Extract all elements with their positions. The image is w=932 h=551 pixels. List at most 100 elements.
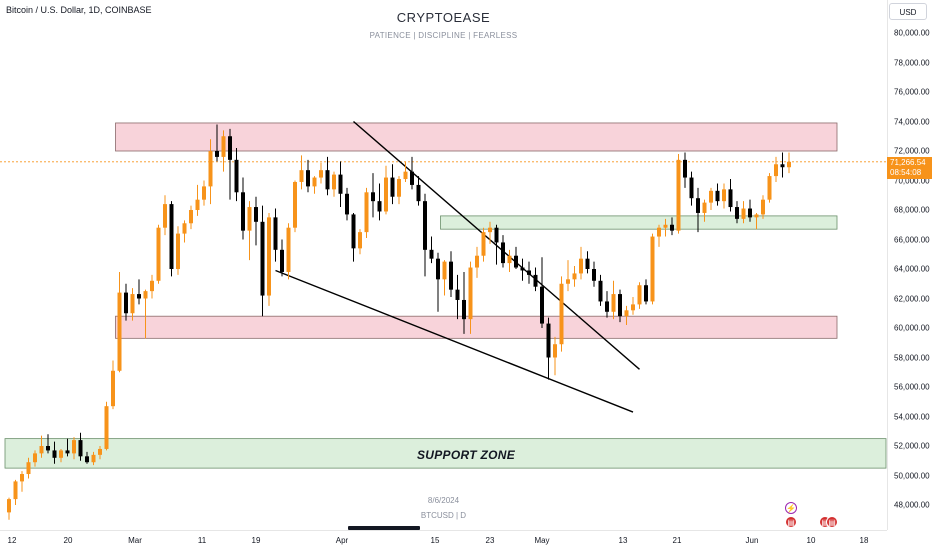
candle-body: [371, 192, 375, 202]
candle-body: [91, 454, 96, 463]
candle-body: [709, 190, 713, 203]
candle-body: [130, 294, 135, 314]
price-tick-label: 58,000.00: [894, 353, 930, 362]
candle-body: [72, 440, 76, 454]
candle-body: [429, 249, 434, 259]
us-flag-icon[interactable]: ▤: [785, 516, 797, 528]
price-tick-label: 54,000.00: [894, 412, 930, 421]
candle-body: [540, 286, 544, 324]
candle-body: [410, 171, 414, 185]
candle-body: [715, 190, 720, 202]
candle-body: [683, 159, 687, 178]
candle-body: [65, 450, 70, 454]
candlestick-plot[interactable]: [0, 0, 887, 530]
price-tick-label: 72,000.00: [894, 146, 930, 156]
candle-body: [501, 242, 505, 264]
candle-body: [553, 344, 557, 358]
candle-body: [312, 177, 317, 187]
candle-body: [117, 292, 122, 371]
candle-body: [579, 258, 583, 274]
time-tick-label: 19: [251, 536, 261, 545]
candle-body: [280, 249, 284, 272]
candle-body: [774, 164, 778, 177]
candle-body: [494, 227, 499, 243]
candle-body: [52, 450, 57, 458]
candle-body: [618, 294, 622, 317]
time-tick-label: 23: [485, 536, 495, 545]
candle-body: [20, 474, 24, 482]
candle-body: [267, 217, 271, 296]
candle-body: [761, 199, 765, 215]
currency-button[interactable]: USD: [889, 3, 927, 20]
candle-body: [228, 136, 232, 160]
candle-body: [637, 285, 642, 305]
price-axis[interactable]: 80,000.00 78,000.00 76,000.00 74,000.00 72,0…: [887, 0, 932, 530]
candle-body: [397, 179, 401, 197]
candle-body: [208, 151, 213, 187]
price-tick-label: 52,000.00: [894, 441, 930, 451]
candle-body: [644, 285, 648, 302]
brand-title: CRYPTOEASE: [396, 10, 491, 25]
candle-body: [572, 273, 577, 280]
candle-body: [546, 323, 551, 358]
time-tick-label: Jun: [745, 536, 759, 545]
mid-range-zone: [115, 315, 838, 339]
price-tick-label: 76,000.00: [894, 87, 930, 97]
candle-body: [377, 201, 382, 212]
candle-body: [481, 232, 486, 256]
candle-body: [559, 283, 564, 345]
candle-body: [247, 207, 252, 231]
candle-body: [442, 261, 447, 280]
candle-body: [332, 174, 336, 190]
price-tick-label: 62,000.00: [894, 294, 930, 303]
candle-body: [585, 258, 590, 269]
price-tick-label: 74,000.00: [894, 117, 930, 126]
candle-body: [286, 227, 291, 272]
time-tick-label: 21: [672, 536, 682, 545]
date-caption: 8/6/2024: [427, 496, 460, 505]
candle-body: [254, 207, 258, 222]
lightning-icon[interactable]: ⚡: [785, 502, 797, 514]
candle-body: [150, 280, 154, 292]
time-scroll-handle[interactable]: [348, 526, 420, 530]
price-tick-label: 68,000.00: [894, 205, 930, 215]
candle-body: [78, 440, 83, 457]
candle-body: [137, 294, 141, 299]
candle-body: [403, 171, 408, 180]
candle-body: [520, 267, 525, 271]
symbol-title[interactable]: Bitcoin / U.S. Dollar, 1D, COINBASE: [6, 5, 152, 15]
candle-body: [605, 301, 609, 312]
time-axis[interactable]: 12 20 Mar 11 19 Apr 15 23 May 13 21 Jun 10 18: [0, 530, 887, 551]
candle-body: [689, 177, 694, 199]
candle-body: [124, 292, 128, 314]
candle-body: [85, 456, 89, 463]
time-tick-label: Mar: [128, 536, 142, 545]
candle-body: [741, 208, 746, 219]
candle-body: [631, 304, 635, 311]
candle-body: [663, 224, 668, 228]
candle-body: [13, 481, 18, 500]
price-tick-label: 64,000.00: [894, 264, 930, 274]
price-tick-label: 48,000.00: [894, 500, 930, 510]
candle-body: [202, 186, 206, 200]
candle-body: [728, 189, 733, 208]
candle-body: [7, 499, 11, 513]
time-tick-label: 13: [618, 536, 628, 545]
brand-tagline: PATIENCE | DISCIPLINE | FEARLESS: [369, 31, 518, 40]
candle-body: [46, 446, 50, 451]
time-tick-label: May: [534, 536, 550, 545]
time-tick-label: Apr: [335, 536, 349, 545]
candle-body: [468, 267, 473, 320]
candle-body: [26, 462, 31, 475]
candle-body: [163, 204, 167, 228]
candle-body: [650, 236, 655, 302]
support-zone-label: SUPPORT ZONE: [416, 448, 516, 462]
us-flag-icon[interactable]: ▤: [826, 516, 838, 528]
candle-body: [221, 136, 226, 157]
candle-body: [195, 199, 200, 210]
time-tick-label: 10: [806, 536, 816, 545]
candle-body: [156, 227, 161, 281]
candle-body: [416, 184, 421, 202]
candle-body: [462, 299, 466, 320]
candle-body: [735, 207, 739, 219]
